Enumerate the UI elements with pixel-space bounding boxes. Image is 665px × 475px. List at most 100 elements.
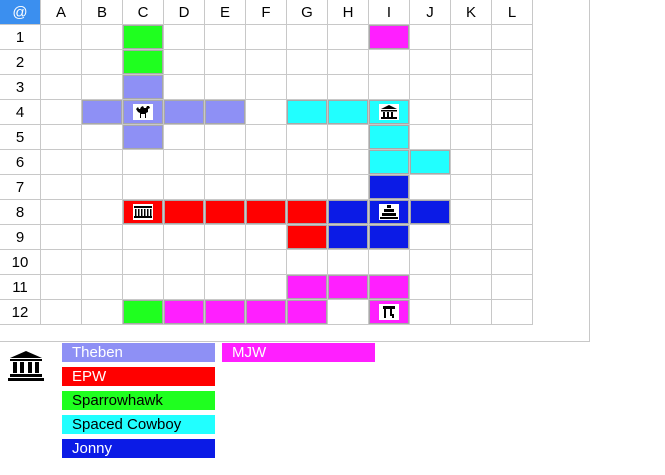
board-cell-h7[interactable]	[328, 175, 369, 200]
tile-d4[interactable]	[164, 100, 204, 124]
board-cell-i10[interactable]	[369, 250, 410, 275]
board-cell-a7[interactable]	[41, 175, 82, 200]
board-cell-l12[interactable]	[492, 300, 533, 325]
board-cell-l8[interactable]	[492, 200, 533, 225]
board-cell-i12[interactable]	[369, 300, 410, 325]
board-cell-i6[interactable]	[369, 150, 410, 175]
board-cell-e11[interactable]	[205, 275, 246, 300]
board-cell-c2[interactable]	[123, 50, 164, 75]
board-cell-k3[interactable]	[451, 75, 492, 100]
board-cell-f1[interactable]	[246, 25, 287, 50]
board-cell-g12[interactable]	[287, 300, 328, 325]
board-cell-a8[interactable]	[41, 200, 82, 225]
board-cell-c12[interactable]	[123, 300, 164, 325]
board-cell-i4[interactable]	[369, 100, 410, 125]
board-cell-c7[interactable]	[123, 175, 164, 200]
board-cell-e2[interactable]	[205, 50, 246, 75]
board-cell-d2[interactable]	[164, 50, 205, 75]
board-cell-i1[interactable]	[369, 25, 410, 50]
tile-i12[interactable]	[369, 300, 409, 324]
board-cell-g8[interactable]	[287, 200, 328, 225]
board-cell-j9[interactable]	[410, 225, 451, 250]
board-cell-a1[interactable]	[41, 25, 82, 50]
tile-i6[interactable]	[369, 150, 409, 174]
board-cell-d5[interactable]	[164, 125, 205, 150]
board-cell-c11[interactable]	[123, 275, 164, 300]
tile-i11[interactable]	[369, 275, 409, 299]
board-cell-a9[interactable]	[41, 225, 82, 250]
board-cell-c9[interactable]	[123, 225, 164, 250]
board-cell-h12[interactable]	[328, 300, 369, 325]
board-cell-c6[interactable]	[123, 150, 164, 175]
board-cell-b10[interactable]	[82, 250, 123, 275]
board-cell-f2[interactable]	[246, 50, 287, 75]
tile-f12[interactable]	[246, 300, 286, 324]
tile-g12[interactable]	[287, 300, 327, 324]
board-cell-a5[interactable]	[41, 125, 82, 150]
tile-i5[interactable]	[369, 125, 409, 149]
board-cell-l6[interactable]	[492, 150, 533, 175]
tile-e8[interactable]	[205, 200, 245, 224]
board-cell-h11[interactable]	[328, 275, 369, 300]
tile-i4[interactable]	[369, 100, 409, 124]
tile-g11[interactable]	[287, 275, 327, 299]
tile-d12[interactable]	[164, 300, 204, 324]
tile-g9[interactable]	[287, 225, 327, 249]
tile-c8[interactable]	[123, 200, 163, 224]
board-cell-b11[interactable]	[82, 275, 123, 300]
board-cell-g3[interactable]	[287, 75, 328, 100]
board-cell-h9[interactable]	[328, 225, 369, 250]
tile-c2[interactable]	[123, 50, 163, 74]
board-cell-f8[interactable]	[246, 200, 287, 225]
board-cell-d6[interactable]	[164, 150, 205, 175]
board-cell-i5[interactable]	[369, 125, 410, 150]
board-cell-k8[interactable]	[451, 200, 492, 225]
board-cell-c3[interactable]	[123, 75, 164, 100]
tile-c12[interactable]	[123, 300, 163, 324]
board-cell-j5[interactable]	[410, 125, 451, 150]
tile-h9[interactable]	[328, 225, 368, 249]
board-cell-h4[interactable]	[328, 100, 369, 125]
board-cell-g6[interactable]	[287, 150, 328, 175]
board-cell-k11[interactable]	[451, 275, 492, 300]
board-cell-k6[interactable]	[451, 150, 492, 175]
tile-g4[interactable]	[287, 100, 327, 124]
board-cell-h10[interactable]	[328, 250, 369, 275]
board-cell-k4[interactable]	[451, 100, 492, 125]
board-cell-l5[interactable]	[492, 125, 533, 150]
board-cell-e5[interactable]	[205, 125, 246, 150]
board-cell-f5[interactable]	[246, 125, 287, 150]
board-cell-f3[interactable]	[246, 75, 287, 100]
board-cell-f9[interactable]	[246, 225, 287, 250]
tile-c1[interactable]	[123, 25, 163, 49]
board-cell-e12[interactable]	[205, 300, 246, 325]
board-cell-k2[interactable]	[451, 50, 492, 75]
board-cell-d10[interactable]	[164, 250, 205, 275]
tile-c4[interactable]	[123, 100, 163, 124]
board-cell-e3[interactable]	[205, 75, 246, 100]
board-cell-i9[interactable]	[369, 225, 410, 250]
board-cell-j7[interactable]	[410, 175, 451, 200]
board-cell-a4[interactable]	[41, 100, 82, 125]
board-cell-b12[interactable]	[82, 300, 123, 325]
tile-g8[interactable]	[287, 200, 327, 224]
board-cell-e1[interactable]	[205, 25, 246, 50]
board-cell-l11[interactable]	[492, 275, 533, 300]
tile-i8[interactable]	[369, 200, 409, 224]
tile-i1[interactable]	[369, 25, 409, 49]
board-cell-h5[interactable]	[328, 125, 369, 150]
board-cell-b9[interactable]	[82, 225, 123, 250]
board-cell-g11[interactable]	[287, 275, 328, 300]
board-cell-d7[interactable]	[164, 175, 205, 200]
board-cell-b5[interactable]	[82, 125, 123, 150]
board-cell-e8[interactable]	[205, 200, 246, 225]
tile-e12[interactable]	[205, 300, 245, 324]
board-cell-k12[interactable]	[451, 300, 492, 325]
board-cell-b2[interactable]	[82, 50, 123, 75]
board-cell-l3[interactable]	[492, 75, 533, 100]
board-cell-j10[interactable]	[410, 250, 451, 275]
board-cell-g2[interactable]	[287, 50, 328, 75]
board-cell-f4[interactable]	[246, 100, 287, 125]
board-cell-c4[interactable]	[123, 100, 164, 125]
board-cell-d12[interactable]	[164, 300, 205, 325]
